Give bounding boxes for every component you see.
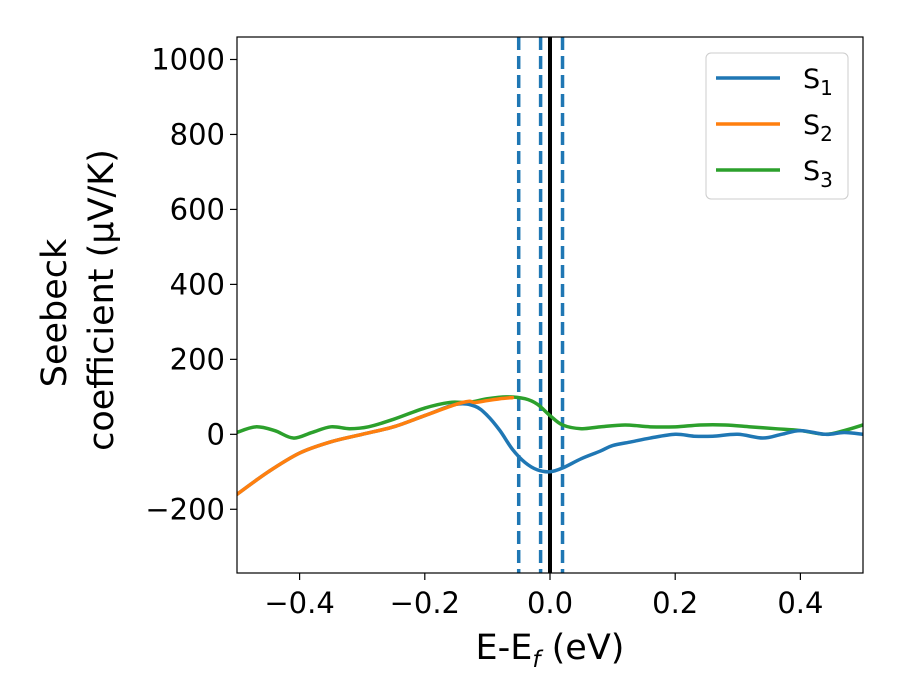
y-tick-label: 800: [170, 117, 225, 151]
series-line-s2: [237, 395, 515, 497]
y-axis-ticks: −200 0 200 400 600 800 1000: [145, 42, 237, 526]
series-line-s3: [237, 395, 863, 440]
y-axis-title-line1: Seebeck: [35, 238, 75, 387]
y-tick-label: 0: [207, 417, 225, 451]
legend-label-s1: S1: [803, 64, 833, 100]
y-axis-title: Seebeck coefficient (μV/K): [35, 149, 122, 451]
legend: S1 S2 S3: [705, 52, 849, 200]
x-axis-ticks: −0.4 −0.2 0.0 0.2 0.4: [264, 573, 823, 620]
y-axis-title-line2: coefficient (μV/K): [82, 149, 122, 451]
legend-label-s3: S3: [803, 156, 833, 192]
vertical-lines: [516, 37, 565, 573]
y-tick-label: 1000: [151, 42, 225, 76]
series-lines: [237, 395, 863, 497]
legend-box: [705, 52, 849, 200]
x-tick-label: 0.2: [652, 586, 698, 620]
y-tick-label: 600: [170, 192, 225, 226]
x-tick-label: 0.4: [777, 586, 823, 620]
x-tick-label: −0.4: [264, 586, 334, 620]
x-tick-label: 0.0: [527, 586, 573, 620]
x-axis-title: E-Ef (eV): [476, 628, 625, 673]
y-tick-label: 200: [170, 342, 225, 376]
y-tick-label: −200: [145, 492, 225, 526]
legend-entries: S1 S2 S3: [716, 64, 833, 192]
y-tick-label: 400: [170, 267, 225, 301]
x-tick-label: −0.2: [390, 586, 460, 620]
legend-label-s2: S2: [803, 110, 833, 146]
